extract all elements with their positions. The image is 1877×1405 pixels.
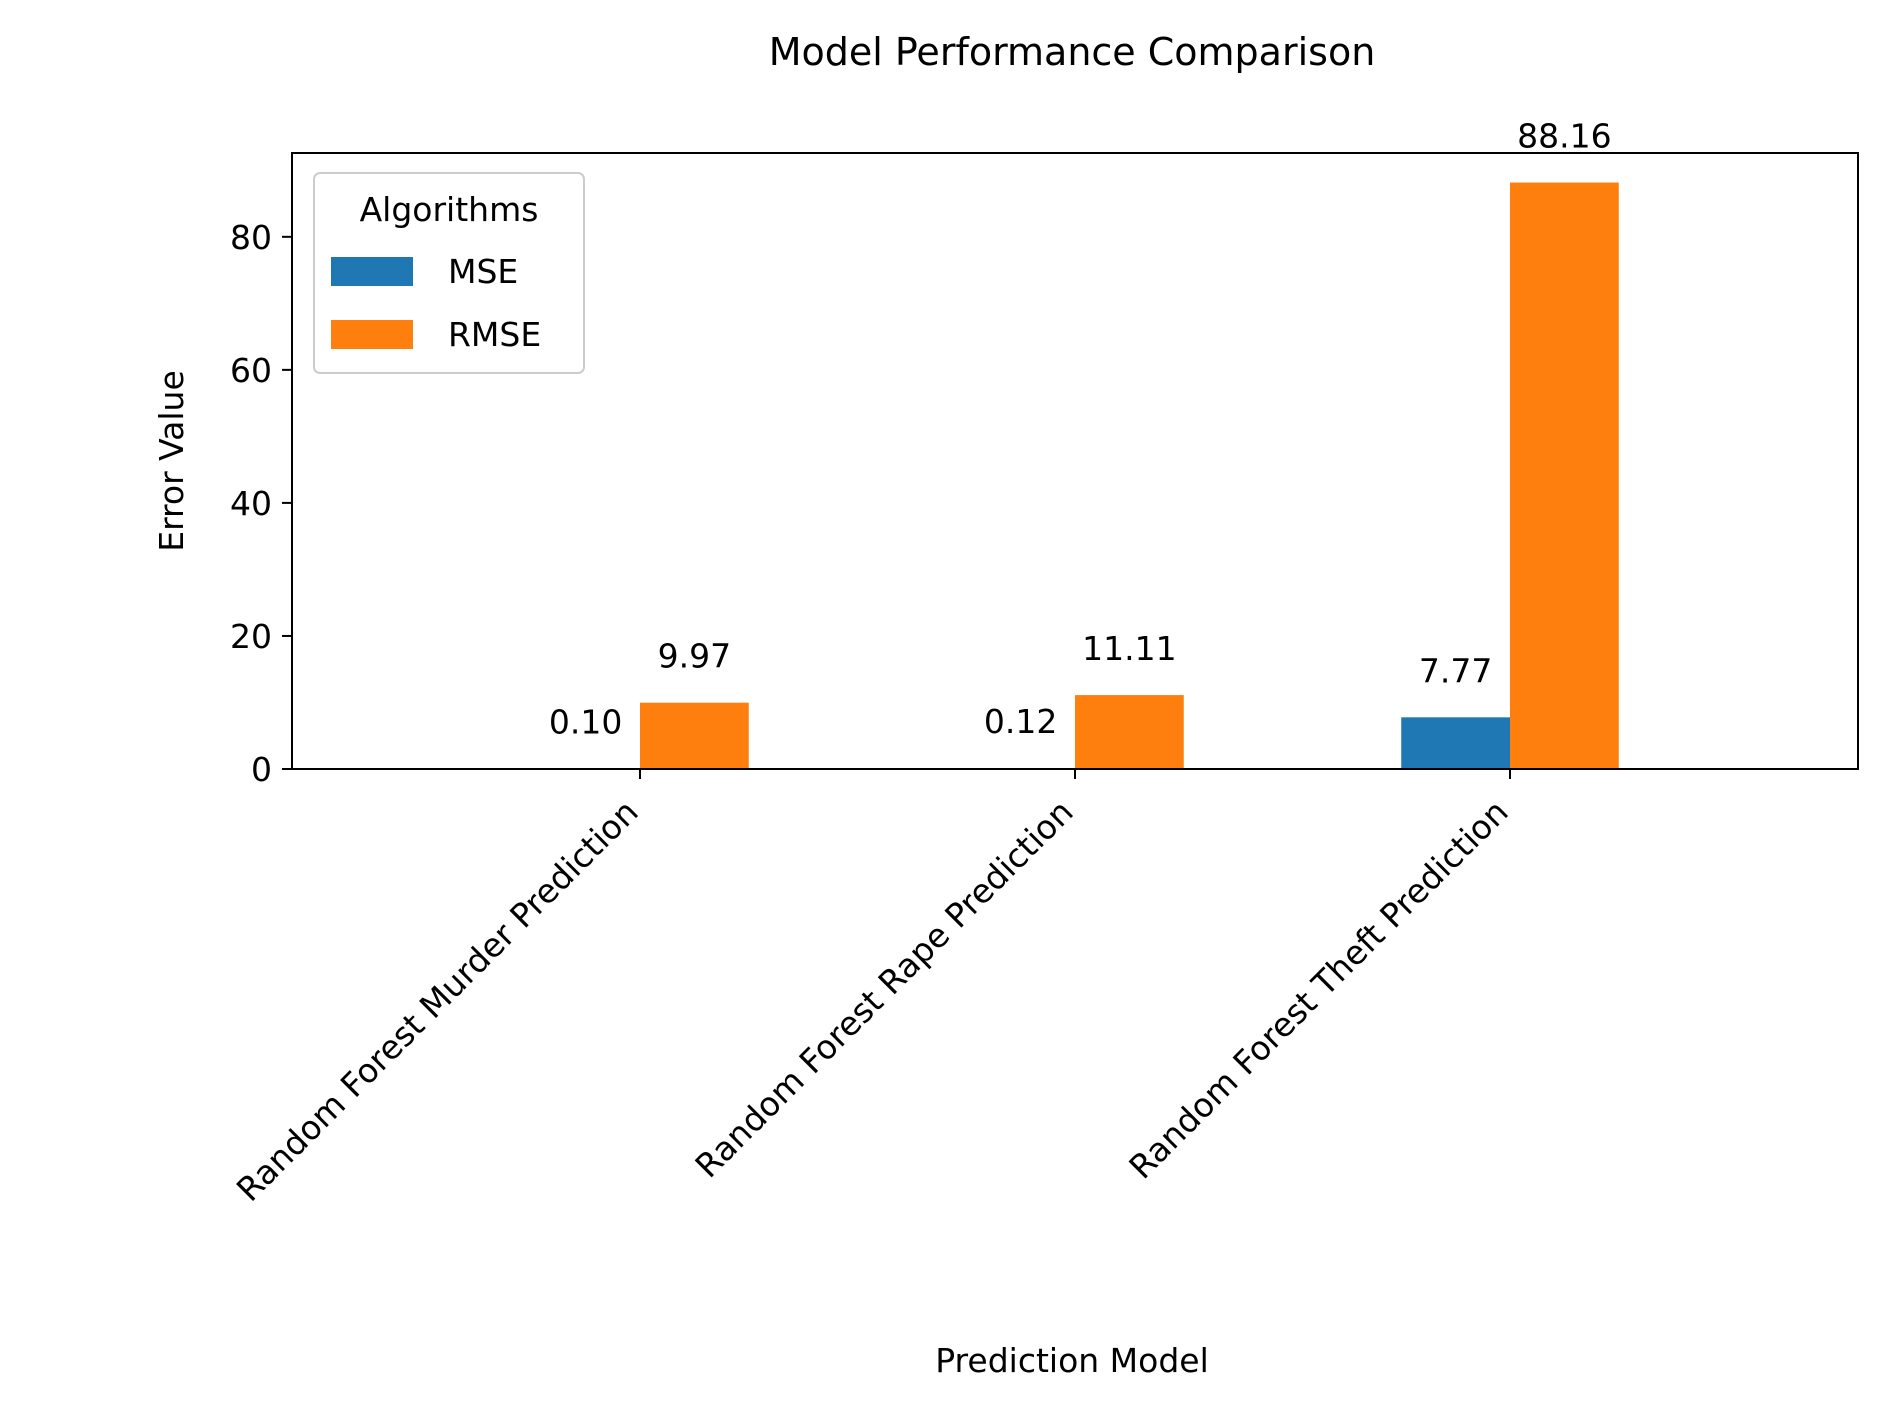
data-label-rmse-1: 11.11 bbox=[1082, 629, 1176, 668]
x-tick-label: Random Forest Rape Prediction bbox=[688, 792, 1081, 1185]
legend: Algorithms MSE RMSE bbox=[313, 172, 585, 374]
y-tick-label: 80 bbox=[230, 218, 272, 257]
chart-title: Model Performance Comparison bbox=[769, 30, 1376, 74]
y-tick-label: 60 bbox=[230, 351, 272, 390]
data-label-mse-0: 0.10 bbox=[549, 702, 622, 741]
data-label-rmse-0: 9.97 bbox=[658, 637, 731, 676]
bar-rmse-2 bbox=[1510, 182, 1619, 769]
y-tick-label: 0 bbox=[251, 750, 272, 789]
legend-title: Algorithms bbox=[360, 190, 539, 229]
y-axis-label: Error Value bbox=[152, 370, 191, 552]
y-tick-label: 40 bbox=[230, 484, 272, 523]
legend-label-rmse: RMSE bbox=[448, 315, 541, 354]
plot-frame bbox=[291, 152, 1859, 770]
data-label-mse-2: 7.77 bbox=[1419, 651, 1492, 690]
y-tick-label: 20 bbox=[230, 617, 272, 656]
x-axis-label: Prediction Model bbox=[935, 1341, 1209, 1380]
bar-mse-2 bbox=[1401, 717, 1510, 769]
x-tick-label: Random Forest Murder Prediction bbox=[229, 792, 646, 1209]
legend-swatch-mse bbox=[331, 257, 413, 286]
legend-swatch-rmse bbox=[331, 320, 413, 349]
bar-rmse-0 bbox=[640, 702, 749, 769]
data-label-mse-1: 0.12 bbox=[984, 702, 1057, 741]
x-tick-label: Random Forest Theft Prediction bbox=[1121, 792, 1515, 1186]
data-label-rmse-2: 88.16 bbox=[1517, 117, 1611, 156]
bar-rmse-1 bbox=[1075, 695, 1184, 769]
legend-label-mse: MSE bbox=[448, 252, 518, 291]
